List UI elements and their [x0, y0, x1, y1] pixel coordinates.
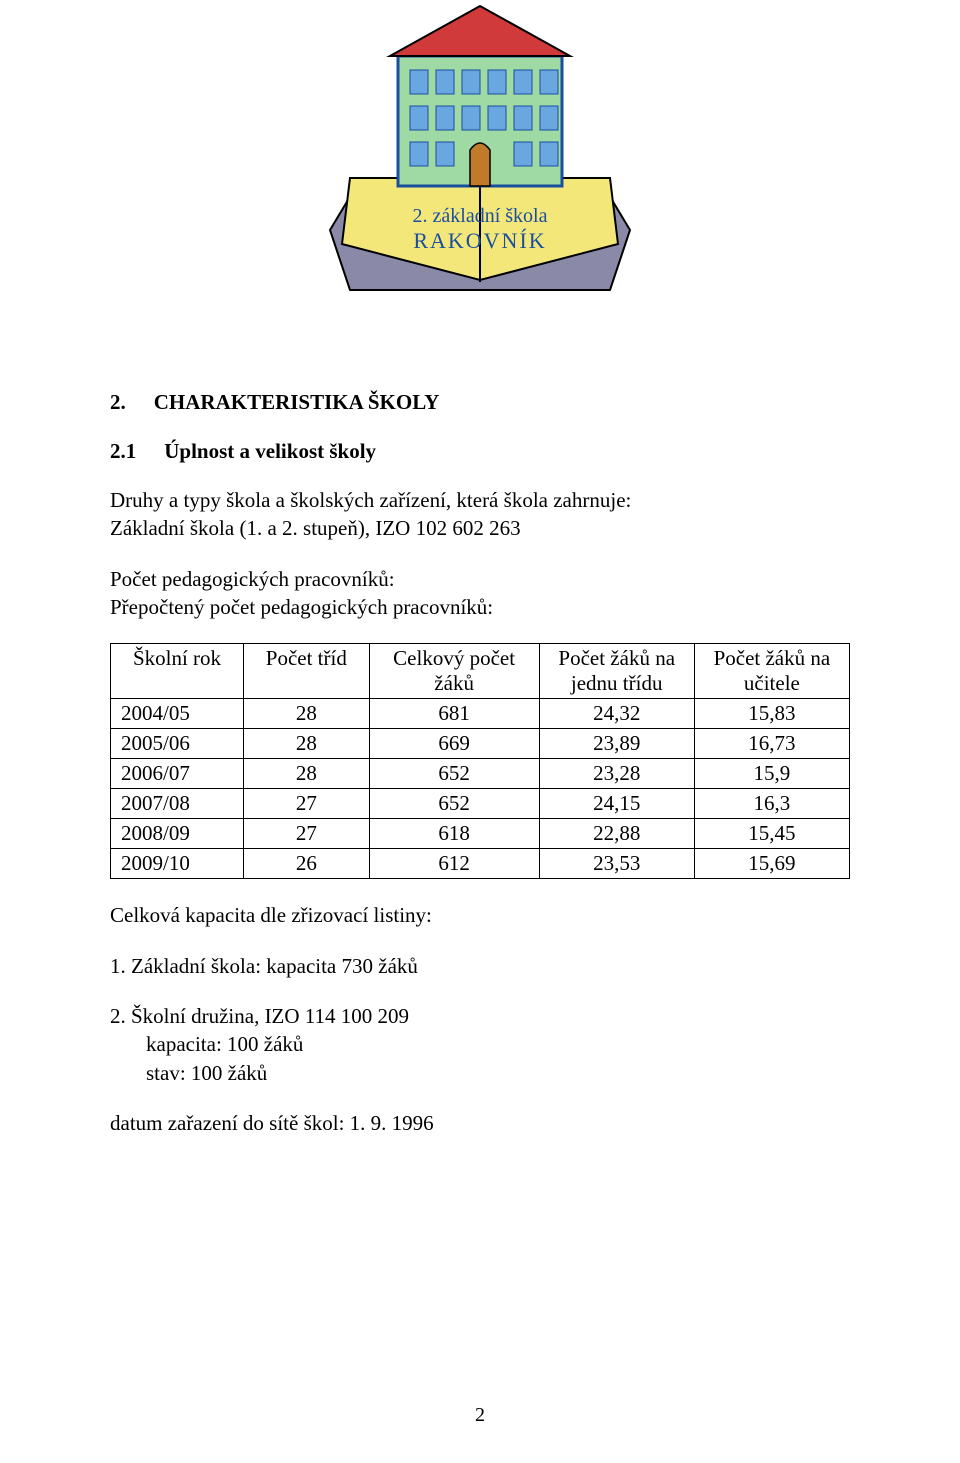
table-cell: 2004/05 — [111, 699, 244, 729]
table-cell: 28 — [244, 759, 370, 789]
table-cell: 2009/10 — [111, 849, 244, 879]
table-row: 2006/072865223,2815,9 — [111, 759, 850, 789]
heading-title: CHARAKTERISTIKA ŠKOLY — [154, 390, 440, 415]
table-cell: 2006/07 — [111, 759, 244, 789]
svg-text:2. základní škola: 2. základní škola — [413, 205, 548, 227]
table-header-cell: Školní rok — [111, 644, 244, 699]
table-header-cell: Počet tříd — [244, 644, 370, 699]
table-row: 2005/062866923,8916,73 — [111, 729, 850, 759]
table-cell: 16,73 — [694, 729, 849, 759]
page-number: 2 — [0, 1404, 960, 1427]
counts-paragraph: Počet pedagogických pracovníků: Přepočte… — [110, 565, 850, 622]
table-cell: 652 — [369, 759, 539, 789]
table-cell: 652 — [369, 789, 539, 819]
capacity-item-1: 1. Základní škola: kapacita 730 žáků — [110, 952, 850, 980]
table-cell: 2007/08 — [111, 789, 244, 819]
capacity-item-2: 2. Školní družina, IZO 114 100 209 kapac… — [110, 1002, 850, 1087]
table-cell: 27 — [244, 789, 370, 819]
subheading-number: 2.1 — [110, 439, 136, 464]
table-cell: 26 — [244, 849, 370, 879]
school-logo: 2. základní škola RAKOVNÍK — [110, 0, 850, 330]
table-cell: 28 — [244, 729, 370, 759]
table-cell: 681 — [369, 699, 539, 729]
table-cell: 15,45 — [694, 819, 849, 849]
table-row: 2007/082765224,1516,3 — [111, 789, 850, 819]
table-header-cell: Počet žáků naučitele — [694, 644, 849, 699]
table-cell: 15,69 — [694, 849, 849, 879]
table-cell: 15,9 — [694, 759, 849, 789]
table-cell: 2008/09 — [111, 819, 244, 849]
table-header-row: Školní rokPočet třídCelkový početžákůPoč… — [111, 644, 850, 699]
table-cell: 612 — [369, 849, 539, 879]
table-row: 2004/052868124,3215,83 — [111, 699, 850, 729]
section-heading: 2. CHARAKTERISTIKA ŠKOLY — [110, 390, 850, 415]
subsection-heading: 2.1 Úplnost a velikost školy — [110, 439, 850, 464]
intro-paragraph: Druhy a typy škola a školských zařízení,… — [110, 486, 850, 543]
table-cell: 23,53 — [539, 849, 694, 879]
table-cell: 15,83 — [694, 699, 849, 729]
table-cell: 27 — [244, 819, 370, 849]
school-logo-svg: 2. základní škola RAKOVNÍK — [290, 0, 670, 330]
heading-number: 2. — [110, 390, 126, 415]
table-cell: 24,15 — [539, 789, 694, 819]
table-row: 2009/102661223,5315,69 — [111, 849, 850, 879]
table-cell: 23,28 — [539, 759, 694, 789]
capacity-heading: Celková kapacita dle zřizovací listiny: — [110, 901, 850, 929]
table-cell: 618 — [369, 819, 539, 849]
table-cell: 2005/06 — [111, 729, 244, 759]
stats-table: Školní rokPočet třídCelkový početžákůPoč… — [110, 643, 850, 879]
table-cell: 669 — [369, 729, 539, 759]
date-line: datum zařazení do sítě škol: 1. 9. 1996 — [110, 1109, 850, 1137]
table-cell: 22,88 — [539, 819, 694, 849]
table-cell: 23,89 — [539, 729, 694, 759]
table-row: 2008/092761822,8815,45 — [111, 819, 850, 849]
table-cell: 16,3 — [694, 789, 849, 819]
table-header-cell: Počet žáků najednu třídu — [539, 644, 694, 699]
subheading-title: Úplnost a velikost školy — [164, 439, 376, 464]
table-cell: 28 — [244, 699, 370, 729]
table-cell: 24,32 — [539, 699, 694, 729]
table-header-cell: Celkový početžáků — [369, 644, 539, 699]
svg-text:RAKOVNÍK: RAKOVNÍK — [413, 228, 546, 253]
